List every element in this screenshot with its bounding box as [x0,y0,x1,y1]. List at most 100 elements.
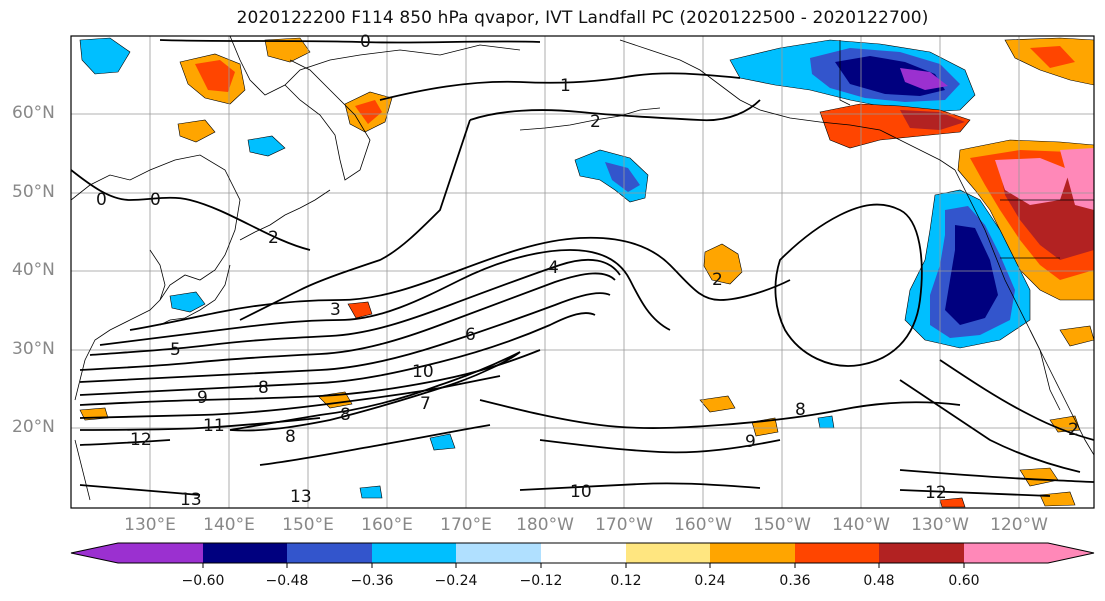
contour-8 [79,312,596,396]
coast-kamchatka [284,59,371,181]
cb-label-048: 0.48 [863,573,895,589]
cb-label-036: 0.36 [779,573,811,589]
contour-label: 4 [548,258,559,278]
contour-mid-tropics [479,399,961,429]
anomaly-red-okhotsk [355,100,382,124]
colorbar-extend-left [71,543,118,563]
anomaly-blue-kuril [247,135,286,157]
anomaly-orange-kuril [177,119,216,143]
coast-aleutians [519,107,661,131]
contour-label: 8 [258,378,269,398]
coast-canada-border [839,40,1094,259]
contours [71,39,1094,497]
colorbar-swatch [118,543,203,563]
contour-label: 10 [412,362,434,382]
colorbar-swatch [964,543,1048,563]
contour-label: 12 [925,483,947,503]
contour-label: 11 [203,416,225,436]
coast-siberia [229,36,521,96]
contour-label: 9 [197,388,208,408]
coast-asia-east [71,154,241,401]
contour-label: 6 [465,325,476,345]
contour-label: 2 [590,112,601,132]
lon-label-150w: 150°W [753,515,811,535]
contour-0-asia [71,169,311,251]
anomaly-orange-trop3 [699,395,736,413]
contour-10b [519,482,761,491]
plot-title: 2020122200 F114 850 hPa qvapor, IVT Land… [236,8,929,28]
lon-label-160e: 160°E [361,515,413,535]
contour-label: 2 [268,228,279,248]
contour-label: 8 [340,405,351,425]
lon-label-180w: 180°W [516,515,574,535]
lon-label-170w: 170°W [595,515,653,535]
anomaly-orange-center [703,243,743,285]
anomaly-orange-trop5 [1019,467,1059,487]
contour-6 [79,272,616,371]
coast-mexico [1029,329,1061,411]
contour-label: 7 [420,394,431,414]
contour-9b [539,439,781,454]
cb-label-060: 0.60 [948,573,980,589]
anomaly-darkblue-midpacific [605,162,640,192]
lon-label-120w: 120°W [990,515,1048,535]
cb-label-neg048: −0.48 [265,573,309,589]
colorbar-swatch [626,543,710,563]
contour-label: 2 [1068,420,1079,440]
colorbar-swatch [795,543,879,563]
lon-label-140e: 140°E [203,515,255,535]
lat-label-50n: 50°N [12,182,55,202]
anomaly-blue-topleft [79,37,131,75]
lon-label-150e: 150°E [282,515,334,535]
contour-label: 2 [712,270,723,290]
anomaly-darkred-gulf [900,110,965,130]
lat-label-60n: 60°N [12,103,55,123]
contour-label: 10 [570,482,592,502]
contour-label: 8 [285,427,296,447]
colorbar-swatch [287,543,372,563]
contour-label: 9 [745,432,756,452]
anomaly-orange-trop8 [1039,491,1076,507]
lon-label-170e: 170°E [440,515,492,535]
lon-label-130e: 130°E [124,515,176,535]
contour-0-north [159,39,541,44]
contour-jet-inner2 [259,424,491,466]
contour-east-closed [774,203,923,367]
colorbar-swatch [456,543,541,563]
anomaly-blue-trop2 [359,485,383,499]
contour-13 [79,484,1051,497]
cb-label-neg012: −0.12 [519,573,563,589]
anomaly-orange-3 [347,301,373,319]
contour-label: 5 [170,340,181,360]
lat-label-40n: 40°N [12,260,55,280]
anomaly-red-topright [1030,46,1075,68]
contour-label: 13 [290,487,312,507]
coast-kuril [239,189,331,241]
cb-label-024: 0.24 [694,573,726,589]
contour-2 [239,99,761,321]
lon-label-140w: 140°W [832,515,890,535]
cb-label-012: 0.12 [610,573,642,589]
contour-label: 8 [795,400,806,420]
coast-japan [159,264,231,326]
contour-label: 3 [330,300,341,320]
anomaly-red-kamchatka [195,60,235,92]
anomaly-blue-trop3 [817,415,835,429]
anomaly-orange-trop9 [939,497,966,508]
contour-label: 0 [150,190,161,210]
contour-1 [379,72,741,101]
contour-east-3 [899,379,1081,473]
contour-jet-inner [229,351,521,432]
coast-namerica-west [954,169,1094,456]
coast-korea [149,249,166,301]
colorbar-swatch [710,543,795,563]
contour-4 [99,249,671,346]
contour-label: 0 [360,32,371,52]
anomaly-navy-westcoast [945,225,998,325]
colorbar-outline [70,542,1095,564]
contour-label: 1 [560,76,571,96]
colorbar [70,542,1095,568]
coast-alaska [619,39,956,171]
anomaly-orange-trop7 [1059,325,1094,347]
